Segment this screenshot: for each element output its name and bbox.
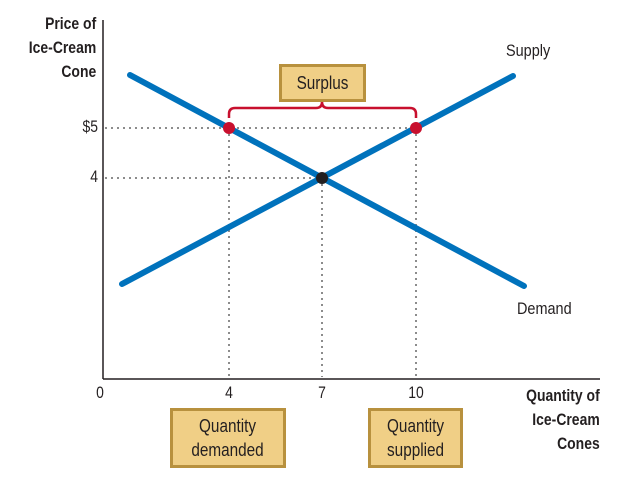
quantity-demanded-point xyxy=(223,122,235,134)
x-axis-title-line: Cones xyxy=(557,434,600,453)
quantity-supplied-label-line: Quantity xyxy=(386,416,444,436)
y-axis-title-line: Price of xyxy=(44,14,96,33)
quantity-supplied-box: Quantity supplied xyxy=(368,408,463,468)
equilibrium-point xyxy=(316,172,328,184)
x-tick-7: 7 xyxy=(318,383,326,402)
surplus-brace xyxy=(227,101,418,118)
quantity-demanded-box: Quantity demanded xyxy=(170,408,286,468)
surplus-label: Surplus xyxy=(296,73,349,93)
quantity-supplied-point xyxy=(410,122,422,134)
y-axis-title-line: Ice-Cream xyxy=(28,38,96,57)
quantity-supplied-label-line: supplied xyxy=(386,440,445,460)
x-axis-title: Quantity of Ice-Cream Cones xyxy=(526,384,600,456)
x-axis-title-line: Ice-Cream xyxy=(532,410,600,429)
demand-label: Demand xyxy=(517,299,572,318)
y-tick-5: $5 xyxy=(82,117,98,136)
quantity-demanded-label-line: Quantity xyxy=(199,416,257,436)
x-tick-10: 10 xyxy=(408,383,424,402)
x-tick-4: 4 xyxy=(225,383,233,402)
supply-label: Supply xyxy=(506,41,551,60)
y-axis-title-line: Cone xyxy=(61,62,96,81)
y-tick-4: 4 xyxy=(90,167,98,186)
surplus-label-box: Surplus xyxy=(279,64,366,102)
x-tick-0: 0 xyxy=(96,383,104,402)
x-axis-title-line: Quantity of xyxy=(526,386,600,405)
y-axis-title: Price of Ice-Cream Cone xyxy=(29,12,96,84)
quantity-demanded-label-line: demanded xyxy=(191,440,265,460)
